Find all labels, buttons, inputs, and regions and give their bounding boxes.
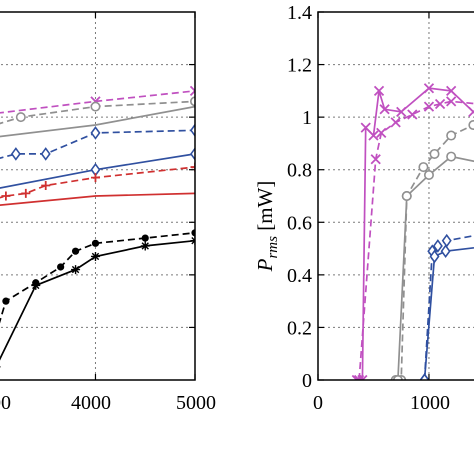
y-axis-label-subscript: rms [265, 236, 281, 259]
data-point [41, 180, 51, 190]
data-point [373, 85, 385, 96]
y-tick-label: 1.2 [287, 55, 312, 77]
y-tick-label: 0.8 [287, 160, 312, 182]
y-axis-label-symbol: P [253, 258, 277, 272]
y-tick-label: 0.2 [287, 317, 312, 339]
data-point [441, 233, 452, 248]
data-point [446, 151, 457, 162]
plot-frame [317, 11, 474, 381]
series-line [423, 246, 474, 380]
y-tick-label: 1.4 [287, 2, 312, 24]
data-point [190, 123, 195, 138]
right-chart: 0 1000 0 0.2 0.4 0.6 0.8 1 1.2 1.4 Prms [mW] [253, 2, 474, 414]
data-point [140, 241, 150, 251]
data-point [31, 280, 41, 290]
data-point [368, 130, 379, 141]
data-point [419, 373, 430, 380]
data-point [434, 98, 446, 110]
data-point [191, 229, 195, 237]
x-tick-label: 5000 [176, 392, 216, 414]
data-point [190, 162, 195, 172]
data-point [390, 117, 401, 128]
series-line [358, 100, 474, 380]
data-point [190, 147, 195, 161]
x-tick-label: 1000 [410, 392, 450, 414]
y-tick-label: 0 [302, 370, 312, 392]
series-line [0, 192, 195, 207]
data-point [90, 101, 101, 112]
data-point [40, 147, 51, 161]
data-point [468, 120, 474, 131]
series-line [356, 87, 474, 380]
data-point [429, 148, 440, 159]
y-axis-label-unit: [mW] [253, 181, 277, 236]
plot-area [0, 85, 195, 368]
series-line [0, 105, 195, 138]
data-point [57, 263, 65, 271]
data-point [407, 109, 418, 120]
data-point [446, 85, 457, 96]
data-point [91, 239, 100, 247]
series-line [0, 231, 195, 324]
data-point [10, 147, 21, 161]
data-point [379, 104, 390, 115]
data-point [423, 101, 435, 112]
data-point [423, 83, 435, 94]
plot-frame [0, 11, 196, 381]
data-point [370, 154, 381, 165]
left-chart: 000 4000 5000 [0, 11, 216, 414]
data-point [418, 162, 429, 173]
series-line [397, 155, 474, 380]
data-point [432, 239, 443, 253]
data-point [190, 96, 195, 107]
y-tick-label: 1 [302, 107, 312, 129]
data-point [15, 112, 26, 123]
data-point [189, 85, 195, 96]
x-tick-label: 4000 [71, 392, 111, 414]
data-point [2, 297, 10, 305]
data-point [1, 191, 11, 201]
data-point [429, 249, 440, 264]
x-tick-label: 0 [313, 392, 323, 414]
data-point [71, 247, 80, 255]
data-point [376, 127, 387, 139]
y-tick-label: 0.6 [287, 212, 312, 234]
y-axis-label: Prms [mW] [253, 181, 281, 273]
data-point [440, 244, 451, 259]
data-point [396, 106, 407, 118]
x-tick-label: 000 [0, 392, 11, 414]
data-point [353, 374, 365, 380]
data-point [401, 191, 412, 202]
data-point [90, 251, 100, 261]
data-point [468, 106, 474, 118]
data-point [90, 126, 101, 140]
data-point [446, 96, 457, 107]
plot-area [351, 83, 474, 380]
data-point [423, 169, 434, 180]
series-line [0, 239, 195, 361]
data-point [446, 130, 457, 141]
data-point [141, 234, 149, 242]
y-tick-label: 0.4 [287, 265, 312, 287]
data-point [90, 173, 100, 183]
data-point [21, 188, 31, 198]
data-point [71, 265, 81, 275]
data-point [360, 122, 371, 133]
